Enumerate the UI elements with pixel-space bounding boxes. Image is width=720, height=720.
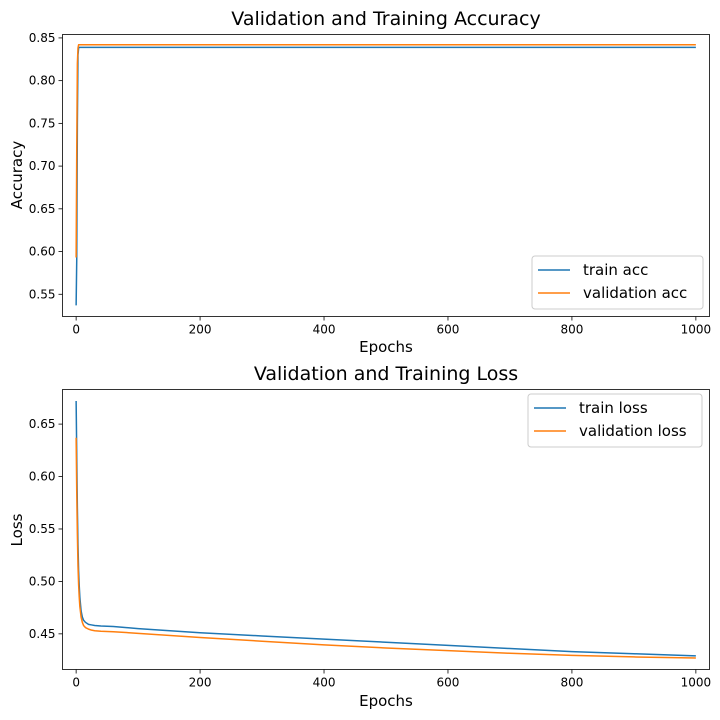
loss-plot-frame [62, 389, 710, 670]
loss-x-ticks: 0 200 400 600 800 1000 [72, 669, 712, 690]
accuracy-x-tick-label: 800 [560, 323, 583, 337]
accuracy-x-tick-label: 400 [313, 323, 336, 337]
loss-series-layer [75, 401, 696, 659]
accuracy-series-layer [75, 44, 696, 306]
accuracy-chart-panel: Validation and Training Accuracy 0 200 400… [8, 8, 711, 356]
accuracy-x-axis-label: Epochs [359, 338, 413, 356]
loss-x-tick-label: 800 [560, 676, 583, 690]
accuracy-y-tick-label: 0.65 [29, 202, 56, 216]
loss-legend-train-label: train loss [579, 399, 648, 417]
accuracy-y-tick-label: 0.55 [29, 287, 56, 301]
loss-x-tick-label: 0 [72, 676, 80, 690]
loss-series-validation-loss-line [75, 437, 696, 659]
accuracy-y-tick-label: 0.75 [29, 116, 56, 130]
loss-x-tick-label: 1000 [681, 676, 712, 690]
loss-y-tick-label: 0.50 [29, 574, 56, 588]
accuracy-plot-frame [62, 34, 710, 317]
loss-chart-title: Validation and Training Loss [254, 363, 518, 385]
accuracy-legend-validation-label: validation acc [583, 284, 687, 302]
accuracy-y-tick-label: 0.85 [29, 31, 56, 45]
accuracy-x-ticks: 0 200 400 600 800 1000 [72, 316, 712, 337]
loss-x-axis-label: Epochs [359, 692, 413, 710]
loss-x-tick-label: 200 [189, 676, 212, 690]
accuracy-legend: train acc validation acc [531, 255, 704, 310]
accuracy-series-validation-acc-line [75, 44, 696, 258]
loss-legend: train loss validation loss [527, 393, 703, 448]
loss-y-tick-label: 0.60 [29, 470, 56, 484]
loss-x-tick-label: 400 [313, 676, 336, 690]
loss-y-ticks: 0.45 0.50 0.55 0.60 0.65 [29, 417, 63, 641]
accuracy-x-tick-label: 1000 [681, 323, 712, 337]
accuracy-x-tick-label: 0 [72, 323, 80, 337]
loss-y-tick-label: 0.65 [29, 417, 56, 431]
loss-y-axis-label: Loss [8, 513, 26, 546]
accuracy-y-tick-label: 0.70 [29, 159, 56, 173]
loss-legend-validation-label: validation loss [579, 422, 687, 440]
accuracy-chart-title: Validation and Training Accuracy [231, 8, 540, 30]
loss-chart-panel: Validation and Training Loss 0 200 400 600 8… [8, 363, 711, 710]
accuracy-y-tick-label: 0.60 [29, 245, 56, 259]
accuracy-legend-box [531, 255, 704, 310]
accuracy-y-tick-label: 0.80 [29, 74, 56, 88]
loss-y-tick-label: 0.45 [29, 627, 56, 641]
loss-y-tick-label: 0.55 [29, 522, 56, 536]
accuracy-legend-train-label: train acc [583, 261, 648, 279]
accuracy-y-ticks: 0.55 0.60 0.65 0.70 0.75 0.80 0.85 [29, 31, 63, 301]
accuracy-y-axis-label: Accuracy [8, 141, 26, 210]
loss-legend-box [527, 393, 703, 448]
accuracy-x-tick-label: 600 [437, 323, 460, 337]
accuracy-x-tick-label: 200 [189, 323, 212, 337]
loss-x-tick-label: 600 [437, 676, 460, 690]
